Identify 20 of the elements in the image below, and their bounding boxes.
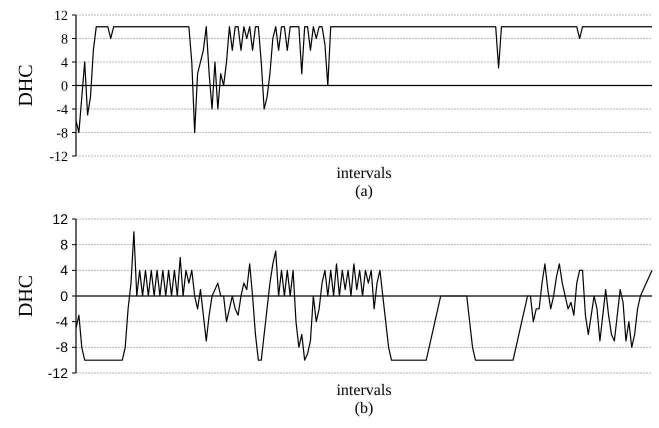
y-tick-label: 4 (60, 262, 68, 278)
y-tick-label: 12 (54, 8, 68, 24)
y-tick-label: 12 (52, 210, 68, 227)
x-axis-title: intervals (336, 165, 392, 182)
y-axis-title: DHC (15, 64, 37, 107)
x-axis-title: intervals (336, 382, 392, 399)
y-tick-label: 0 (61, 79, 68, 94)
y-tick-label: 8 (61, 32, 68, 48)
y-tick-label: -8 (56, 339, 68, 356)
y-tick-label: -12 (49, 150, 68, 165)
text: (a) (355, 183, 373, 200)
y-tick-label: 8 (60, 236, 68, 253)
y-tick-label: -4 (56, 102, 68, 118)
y-axis-title: DHC (15, 274, 37, 318)
y-tick-label: 0 (60, 288, 68, 304)
y-tick-label: -12 (48, 364, 68, 381)
y-tick-label: 4 (61, 56, 68, 71)
text: (b) (354, 400, 374, 417)
y-tick-label: -4 (56, 314, 68, 330)
y-tick-label: -8 (56, 126, 68, 142)
